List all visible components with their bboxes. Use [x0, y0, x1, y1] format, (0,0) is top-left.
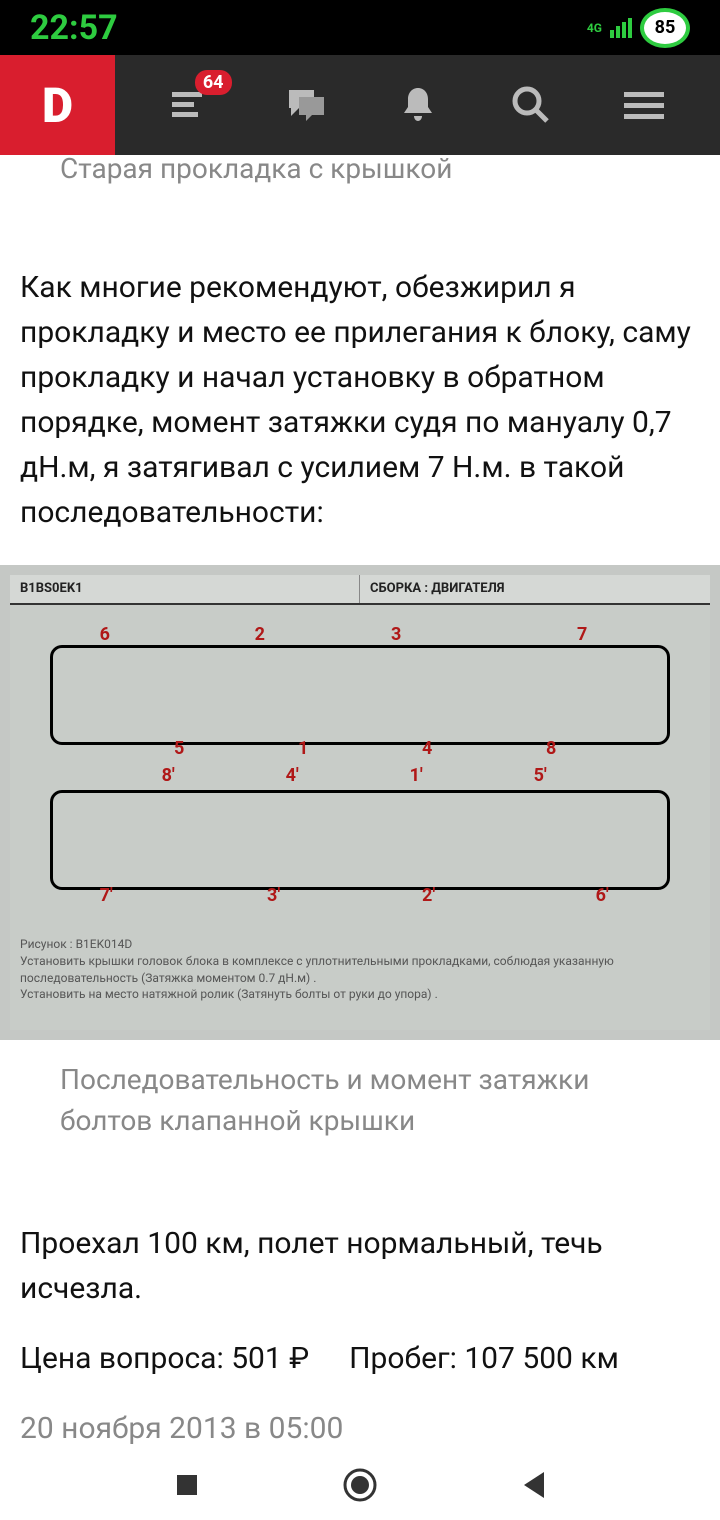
- paragraph-2: Проехал 100 км, полет нормальный, течь и…: [0, 1141, 720, 1331]
- feed-badge: 64: [195, 70, 232, 95]
- bolt-number: 7: [577, 624, 587, 645]
- diagram-body: 62375148 8'4'1'5'7'3'2'6': [10, 605, 710, 930]
- bolt-number: 3: [391, 624, 401, 645]
- bolt-number: 2': [422, 885, 435, 906]
- mileage: Пробег: 107 500 км: [349, 1341, 619, 1376]
- bolt-number: 2: [255, 624, 265, 645]
- signal-icon: [610, 18, 632, 38]
- diagram-code: B1BS0EK1: [10, 575, 360, 603]
- nav-home[interactable]: [342, 1467, 378, 1503]
- status-bar: 22:57 4G 85: [0, 0, 720, 55]
- bolt-number: 1': [410, 765, 423, 786]
- menu-icon[interactable]: [619, 80, 669, 130]
- network-label: 4G: [587, 21, 602, 35]
- status-right: 4G 85: [587, 8, 690, 48]
- bolt-number: 6': [596, 885, 609, 906]
- image-caption-top: Старая прокладка с крышкой: [0, 147, 720, 185]
- nav-bar: [0, 1450, 720, 1520]
- bolt-number: 5': [534, 765, 547, 786]
- mileage-value: 107 500 км: [464, 1341, 619, 1376]
- cover-top: 62375148: [50, 630, 670, 750]
- nav-back[interactable]: [515, 1467, 551, 1503]
- mileage-label: Пробег:: [349, 1341, 457, 1376]
- bolt-number: 3': [267, 885, 280, 906]
- chat-icon[interactable]: [280, 80, 330, 130]
- diagram-header: B1BS0EK1 СБОРКА : ДВИГАТЕЛЯ: [10, 575, 710, 605]
- cover-bottom: 8'4'1'5'7'3'2'6': [50, 775, 670, 895]
- article-content: Старая прокладка с крышкой Как многие ре…: [0, 147, 720, 1456]
- search-icon[interactable]: [506, 80, 556, 130]
- diagram-instruction-2: Установить на место натяжной ролик (Затя…: [20, 986, 700, 1003]
- battery-badge: 85: [640, 8, 690, 48]
- image-caption-bottom: Последовательность и момент затяжки болт…: [0, 1040, 720, 1141]
- status-time: 22:57: [30, 8, 118, 48]
- bolt-number: 4: [422, 738, 432, 759]
- bolt-number: 8: [546, 738, 556, 759]
- bolt-number: 6: [100, 624, 110, 645]
- bolt-number: 7': [100, 885, 113, 906]
- diagram-instruction-1: Установить крышки головок блока в компле…: [20, 953, 700, 987]
- diagram-title: СБОРКА : ДВИГАТЕЛЯ: [360, 575, 710, 603]
- bolt-number: 1: [298, 738, 308, 759]
- paragraph-1: Как многие рекомендуют, обезжирил я прок…: [0, 185, 720, 565]
- nav-recents[interactable]: [169, 1467, 205, 1503]
- feed-icon[interactable]: 64: [167, 80, 217, 130]
- diagram-image[interactable]: B1BS0EK1 СБОРКА : ДВИГАТЕЛЯ 62375148 8'4…: [0, 565, 720, 1040]
- price-label: Цена вопроса:: [20, 1341, 224, 1376]
- bolt-number: 8': [162, 765, 175, 786]
- bolt-number: 4': [286, 765, 299, 786]
- diagram-footer-code: Рисунок : B1EK014D: [20, 936, 700, 953]
- bolt-number: 5: [174, 738, 184, 759]
- app-logo[interactable]: D: [0, 55, 115, 155]
- app-header: D 64: [0, 55, 720, 155]
- price-value: 501 ₽: [231, 1341, 309, 1376]
- bell-icon[interactable]: [393, 80, 443, 130]
- price: Цена вопроса: 501 ₽: [20, 1341, 309, 1376]
- diagram-footer: Рисунок : B1EK014D Установить крышки гол…: [10, 930, 710, 1009]
- post-date: 20 ноября 2013 в 05:00: [0, 1386, 720, 1456]
- meta-row: Цена вопроса: 501 ₽ Пробег: 107 500 км: [0, 1331, 720, 1386]
- header-nav: 64: [115, 80, 720, 130]
